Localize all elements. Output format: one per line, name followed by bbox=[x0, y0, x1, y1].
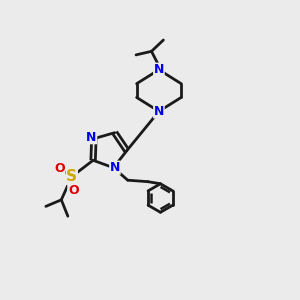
Text: O: O bbox=[54, 162, 64, 175]
Text: S: S bbox=[66, 169, 77, 184]
Text: N: N bbox=[154, 105, 164, 118]
Text: N: N bbox=[154, 63, 164, 76]
Text: N: N bbox=[86, 131, 97, 144]
Text: O: O bbox=[68, 184, 79, 197]
Text: N: N bbox=[110, 161, 120, 174]
